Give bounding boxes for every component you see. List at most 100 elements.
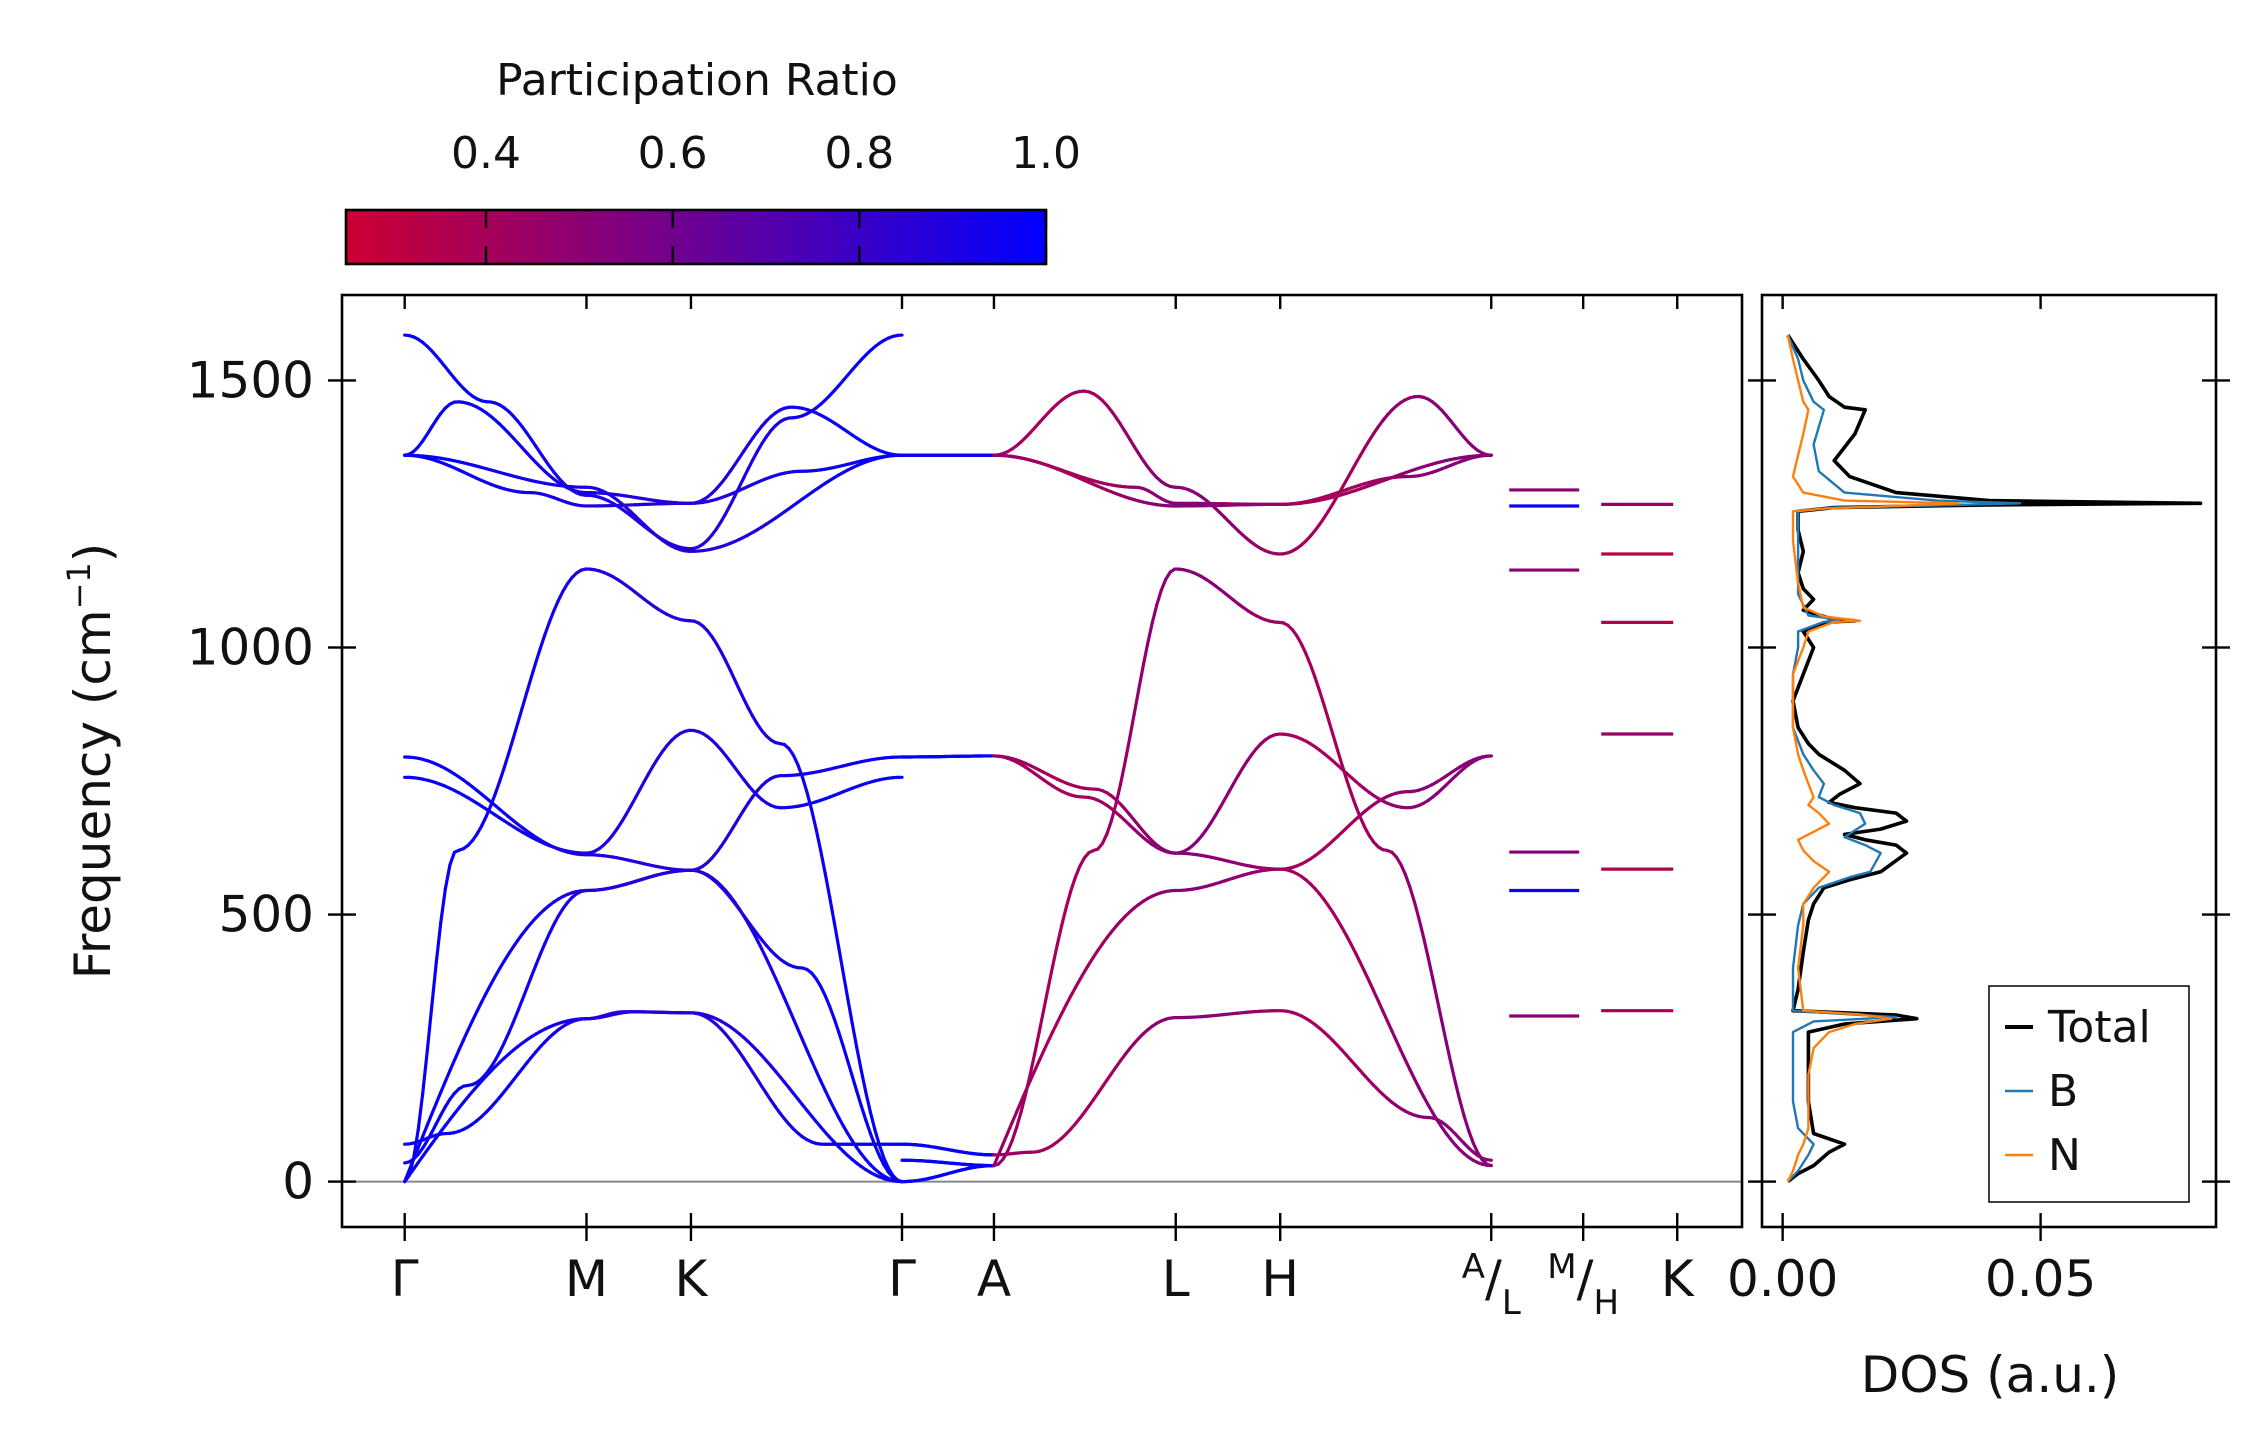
phonon-band-alha <box>1064 889 1073 909</box>
dos-panel: 0.00 0.05 DOS (a.u.) Total BN <box>1727 293 2230 1404</box>
phonon-band-gmkg <box>475 1000 484 1013</box>
phonon-band-gmkg <box>828 1004 836 1021</box>
phonon-band-gmkg <box>430 960 438 1008</box>
phonon-band-gmkg <box>538 942 547 956</box>
phonon-band-alha <box>1028 1069 1037 1083</box>
phonon-band-alha <box>1453 1079 1462 1102</box>
phonon-band-alha <box>1326 718 1335 737</box>
phonon-band-alha <box>1064 994 1073 1007</box>
dos-curves <box>1786 334 2203 1184</box>
phonon-band-gmkg <box>746 458 755 471</box>
phonon-band-alha <box>1485 1162 1493 1168</box>
legend-label-n: N <box>2048 1130 2081 1181</box>
phonon-band-alha <box>1042 986 1050 1012</box>
phonon-band-gmkg <box>855 1089 863 1108</box>
colorbar: Participation Ratio 0.4 0.6 0.8 1.0 <box>344 55 1081 266</box>
phonon-band-alha <box>1390 1029 1398 1043</box>
dos-legend: Total BN <box>1988 985 2190 1203</box>
phonon-band-gmkg <box>516 706 524 725</box>
phonon-band-gmkg <box>552 598 561 613</box>
phonon-band-alha <box>1001 1131 1010 1146</box>
phonon-band-gmkg <box>764 956 773 970</box>
phonon-band-gmkg <box>751 930 759 942</box>
phonon-band-alha <box>1367 979 1376 993</box>
phonon-band-gmkg <box>728 668 737 682</box>
phonon-band-gmkg <box>719 650 728 663</box>
phonon-band-gmkg <box>787 1006 796 1021</box>
phonon-band-gmkg <box>439 1079 447 1094</box>
y-tick-label: 1500 <box>187 351 314 409</box>
phonon-band-gmkg <box>479 991 488 1004</box>
phonon-band-gmkg <box>421 1049 429 1095</box>
legend-label-b: B <box>2048 1066 2078 1117</box>
phonon-band-gmkg <box>809 1059 818 1073</box>
phonon-band-alha <box>1435 996 1444 1022</box>
phonon-band-alha <box>1019 1092 1028 1114</box>
phonon-band-alha <box>1051 943 1059 968</box>
phonon-band-gmkg <box>448 1058 457 1073</box>
phonon-band-gmkg <box>855 1046 863 1073</box>
dos-x-tick-label: 0.05 <box>1985 1250 2096 1308</box>
phonon-band-gmkg <box>457 1038 466 1052</box>
phonon-band-alha <box>1127 712 1136 741</box>
phonon-band-gmkg <box>819 984 827 998</box>
phonon-band-alha <box>1385 1019 1394 1033</box>
legend-label-total: Total <box>2047 1002 2151 1053</box>
phonon-band-gmkg <box>516 998 524 1014</box>
phonon-band-gmkg <box>873 1128 881 1147</box>
dispersion-ticks: 0 500 1000 1500 Γ M K Γ A L H A/L M/H K <box>187 295 1695 1323</box>
phonon-band-gmkg <box>773 976 782 990</box>
phonon-band-gmkg <box>742 697 750 710</box>
colorbar-gradient <box>344 208 1048 266</box>
phonon-band-alha <box>1408 885 1416 904</box>
phonon-band-gmkg <box>859 1069 868 1094</box>
phonon-band-gmkg <box>461 1028 470 1042</box>
phonon-band-gmkg <box>416 1091 425 1132</box>
dos-legend-items: Total BN <box>2005 1002 2151 1181</box>
phonon-band-gmkg <box>502 751 511 770</box>
phonon-band-gmkg <box>443 1069 452 1083</box>
x-tick-label: Γ <box>391 1250 419 1308</box>
phonon-band-gmkg <box>832 920 841 949</box>
phonon-band-gmkg <box>828 1098 836 1111</box>
phonon-band-alha <box>1403 872 1412 889</box>
phonon-band-gmkg <box>814 1069 823 1083</box>
y-axis-label-main: Frequency (cm <box>64 609 122 979</box>
phonon-band-alha <box>1014 1110 1023 1130</box>
phonon-band-alha <box>1426 955 1435 979</box>
phonon-band-gmkg <box>859 1104 868 1122</box>
phonon-band-alha <box>1046 964 1055 990</box>
phonon-band-gmkg <box>805 1048 814 1063</box>
x-tick-label: K <box>675 1250 709 1308</box>
phonon-band-gmkg <box>828 895 836 924</box>
phonon-band-alha <box>1421 935 1430 959</box>
phonon-band-gmkg <box>434 1090 443 1105</box>
phonon-band-gmkg <box>850 1074 859 1093</box>
dos-series-total <box>1786 334 2203 1184</box>
phonon-band-gmkg <box>520 690 529 710</box>
phonon-band-gmkg <box>819 1079 827 1092</box>
phonon-band-gmkg <box>769 966 778 980</box>
phonon-band-gmkg <box>425 1004 434 1053</box>
phonon-band-gmkg <box>791 1017 800 1032</box>
phonon-band-gmkg <box>434 1113 443 1126</box>
phonon-band-gmkg <box>543 932 551 946</box>
phonon-band-gmkg <box>864 1118 872 1135</box>
phonon-band-alha <box>1358 960 1367 974</box>
phonon-band-gmkg <box>443 863 452 891</box>
phonon-band-gmkg <box>755 938 764 951</box>
phonon-band-alha <box>1028 1052 1037 1077</box>
phonon-band-alha <box>1304 651 1313 667</box>
phonon-band-gmkg <box>809 808 818 831</box>
phonon-band-gmkg <box>864 1090 872 1114</box>
phonon-band-alha <box>1381 1009 1389 1023</box>
phonon-band-alha <box>1317 688 1326 707</box>
phonon-band-alha <box>1060 905 1068 927</box>
phonon-band-gmkg <box>430 1101 438 1116</box>
dispersion-frame <box>340 293 1744 1229</box>
phonon-band-alha <box>1150 603 1159 625</box>
phonon-band-gmkg <box>502 1031 511 1045</box>
phonon-band-alha <box>1308 663 1317 679</box>
phonon-band-alha <box>1005 1121 1014 1136</box>
phonon-band-gmkg <box>877 1143 886 1160</box>
